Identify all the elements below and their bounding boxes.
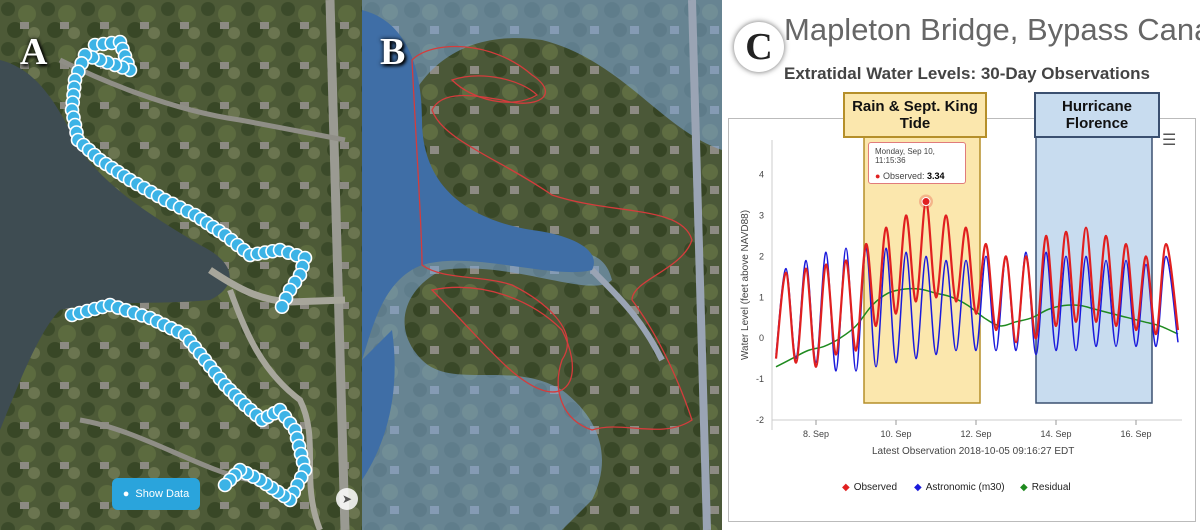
panel-b-map[interactable]: B xyxy=(362,0,722,530)
y-tick-label: 0 xyxy=(759,333,764,343)
x-tick-label: 16. Sep xyxy=(1120,429,1151,439)
legend-astronomic-label: Astronomic (m30) xyxy=(925,482,1005,493)
chart-title: Mapleton Bridge, Bypass Canal xyxy=(784,12,1200,47)
chart-tooltip: Monday, Sep 10, 11:15:36 ● Observed: 3.3… xyxy=(868,142,966,184)
panel-a-map[interactable]: A ● Show Data ➤ xyxy=(0,0,362,530)
panel-a-letter: A xyxy=(20,31,48,73)
y-tick-label: 3 xyxy=(759,210,764,220)
y-axis-label: Water Level (feet above NAVD88) xyxy=(740,210,751,360)
legend-observed-label: Observed xyxy=(853,482,898,493)
panel-c-letter: C xyxy=(734,22,784,72)
location-pin-icon: ● xyxy=(122,488,130,500)
y-tick-label: -2 xyxy=(756,415,764,425)
aerial-map-a[interactable] xyxy=(0,0,362,530)
water-level-marker[interactable] xyxy=(217,477,233,493)
y-tick-label: 1 xyxy=(759,292,764,302)
tooltip-label: Observed: xyxy=(882,171,925,181)
panel-c-chart: C Mapleton Bridge, Bypass Canal Extratid… xyxy=(722,0,1200,530)
locate-arrow-icon[interactable]: ➤ xyxy=(336,488,358,510)
tooltip-value: 3.34 xyxy=(927,171,945,181)
latest-observation: Latest Observation 2018-10-05 09:16:27 E… xyxy=(872,446,1075,457)
legend-item-astronomic[interactable]: ◆ Astronomic (m30) xyxy=(914,482,1005,493)
x-tick-label: 8. Sep xyxy=(803,429,829,439)
series-line-observed[interactable] xyxy=(774,200,1180,368)
legend-item-observed[interactable]: ◆ Observed xyxy=(842,482,897,493)
chart-subtitle: Extratidal Water Levels: 30-Day Observat… xyxy=(784,64,1150,83)
legend-observed-icon: ◆ xyxy=(842,482,850,493)
legend-residual-icon: ◆ xyxy=(1020,482,1028,493)
show-data-button[interactable]: ● Show Data xyxy=(112,478,200,510)
tooltip-time: Monday, Sep 10, 11:15:36 xyxy=(875,147,935,165)
legend-residual-label: Residual xyxy=(1031,482,1071,493)
highlight-band xyxy=(1035,104,1153,404)
y-tick-label: -1 xyxy=(756,374,764,384)
x-tick-label: 10. Sep xyxy=(880,429,911,439)
highlight-point[interactable] xyxy=(921,197,931,207)
band-label-rain-king-tide: Rain & Sept. King Tide xyxy=(843,92,987,138)
x-tick-label: 12. Sep xyxy=(960,429,991,439)
legend-item-residual[interactable]: ◆ Residual xyxy=(1020,482,1071,493)
x-tick-label: 14. Sep xyxy=(1040,429,1071,439)
tooltip-dot-icon: ● xyxy=(875,171,881,181)
y-tick-label: 2 xyxy=(759,251,764,261)
water-level-marker[interactable] xyxy=(274,299,290,314)
menu-hamburger-icon[interactable]: ☰ xyxy=(1162,132,1177,149)
show-data-label: Show Data xyxy=(135,488,190,500)
band-label-hurricane-florence: Hurricane Florence xyxy=(1034,92,1160,138)
water-level-markers[interactable] xyxy=(64,34,313,508)
y-tick-label: 4 xyxy=(759,170,764,180)
aerial-map-b[interactable] xyxy=(362,0,722,530)
legend-astronomic-icon: ◆ xyxy=(914,482,922,493)
panel-b-letter: B xyxy=(380,31,406,73)
